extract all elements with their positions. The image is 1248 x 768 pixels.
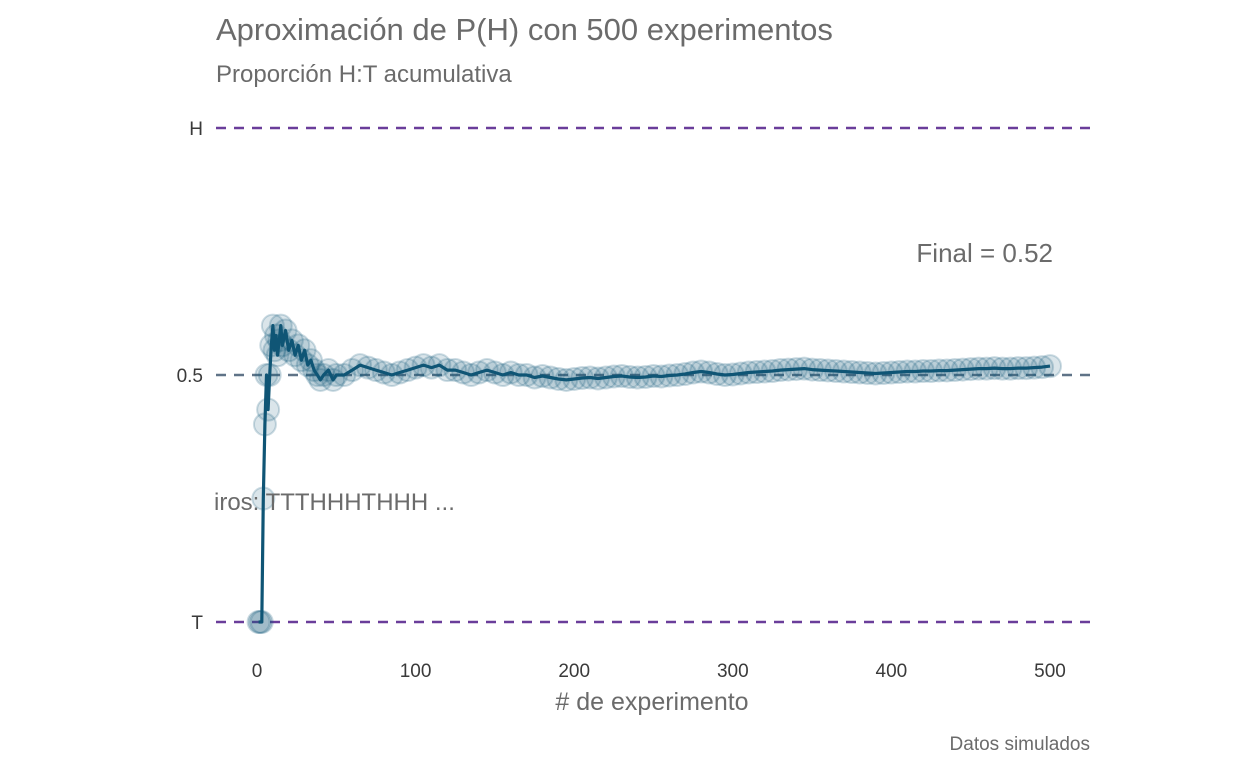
x-tick-label: 0 <box>252 661 263 682</box>
y-tick-labels: H 0.5 T <box>177 119 204 634</box>
x-tick-label: 400 <box>876 661 908 682</box>
x-tick-label: 500 <box>1034 661 1066 682</box>
x-tick-labels: 0 100 200 300 400 500 <box>252 661 1066 682</box>
chart-caption: Datos simulados <box>950 734 1090 755</box>
x-axis-label: # de experimento <box>555 688 748 716</box>
x-tick-label: 300 <box>717 661 749 682</box>
x-tick-label: 200 <box>558 661 590 682</box>
chart-subtitle: Proporción H:T acumulativa <box>216 61 512 88</box>
y-tick-label: T <box>191 613 203 634</box>
final-annotation: Final = 0.52 <box>916 238 1053 268</box>
y-tick-label: 0.5 <box>177 366 203 387</box>
sequence-annotation: iros: TTTHHHTHHH ... <box>214 489 455 516</box>
data-points <box>246 313 1062 634</box>
y-tick-label: H <box>189 119 203 140</box>
data-point <box>246 610 271 634</box>
series-lines <box>258 324 1051 624</box>
x-tick-label: 100 <box>400 661 432 682</box>
series-line <box>258 324 1051 624</box>
chart-title: Aproximación de P(H) con 500 experimento… <box>216 12 833 47</box>
